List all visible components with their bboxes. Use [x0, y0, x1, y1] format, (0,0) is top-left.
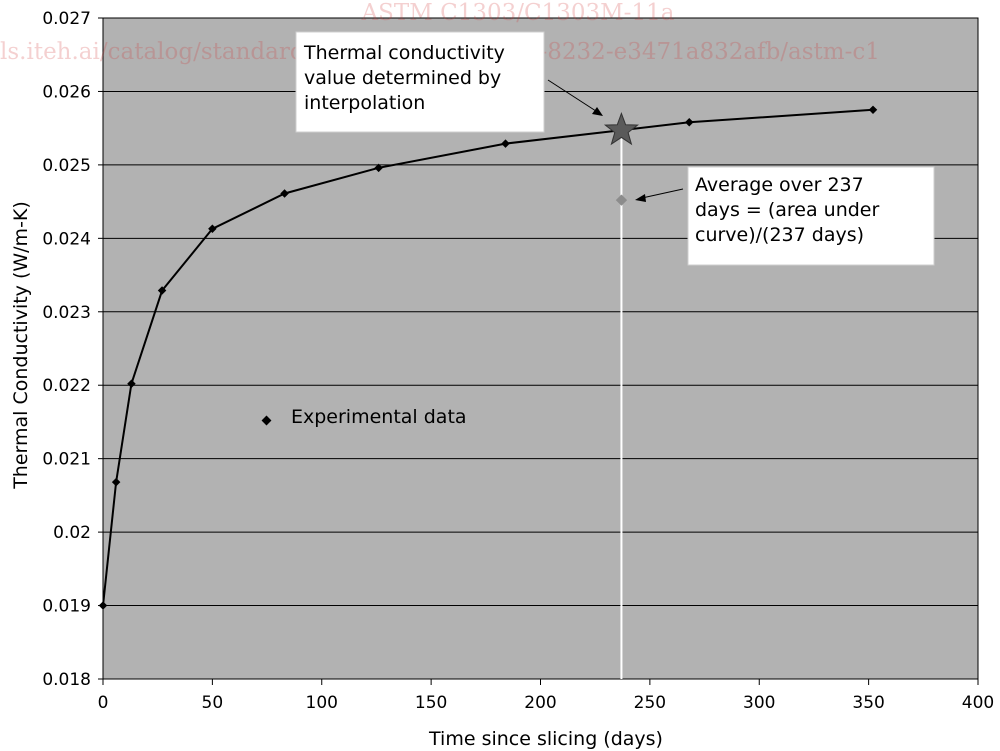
x-tick-label-5: 250	[634, 693, 666, 713]
data-point-5	[280, 189, 289, 198]
interp-arrow-head	[592, 107, 603, 116]
x-tick-label-2: 100	[306, 693, 338, 713]
y-tick-label-5: 0.023	[42, 303, 91, 323]
x-tick-label-6: 300	[743, 693, 775, 713]
data-point-6	[374, 163, 383, 173]
data-point-1	[111, 477, 121, 487]
data-point-4	[208, 224, 217, 234]
avg-annotation-line-2: days = (area under	[695, 199, 880, 221]
avg-arrow-head	[635, 194, 646, 202]
y-tick-label-8: 0.026	[42, 82, 91, 102]
data-point-2	[127, 379, 136, 388]
series-line	[102, 108, 874, 606]
x-axis-title: Time since slicing (days)	[428, 728, 663, 750]
y-axis-title: Thermal Conductivity (W/m-K)	[10, 201, 32, 490]
interp-annotation: Thermal conductivity value determined by…	[295, 31, 603, 133]
legend: Experimental data	[261, 406, 467, 428]
x-tick-label-1: 50	[202, 693, 224, 713]
avg-annotation: Average over 237 days = (area under curv…	[635, 166, 935, 266]
y-tick-label-4: 0.022	[42, 376, 91, 396]
x-tick-label-7: 350	[852, 693, 884, 713]
interp-arrow-line	[547, 79, 600, 114]
average-point	[615, 194, 628, 206]
x-tick-label-8: 400	[962, 693, 994, 713]
y-tick-label-9: 0.027	[42, 9, 91, 29]
legend-marker	[261, 415, 272, 426]
interp-annotation-line-2: value determined by	[304, 67, 501, 89]
x-tick-label-0: 0	[98, 693, 109, 713]
avg-annotation-line-3: curve)/(237 days)	[695, 224, 864, 246]
avg-annotation-box	[687, 166, 935, 266]
y-tick-label-0: 0.018	[42, 670, 91, 690]
x-tick-labels: 0 50 100 150 200 250 300 350 400	[98, 679, 994, 713]
data-point-7	[501, 139, 510, 148]
avg-annotation-line-1: Average over 237	[695, 174, 864, 196]
y-tick-label-7: 0.025	[42, 156, 91, 176]
y-tick-labels: 0.018 0.019 0.02 0.021 0.022 0.023 0.024 0.025 0…	[42, 9, 103, 690]
avg-arrow-line	[641, 188, 684, 199]
watermark-line-1: ASTM C1303/C1303M-11a	[361, 0, 675, 26]
legend-label: Experimental data	[291, 406, 467, 428]
data-point-3	[157, 286, 167, 295]
y-tick-label-3: 0.021	[42, 450, 91, 470]
interp-annotation-box	[295, 31, 545, 133]
y-tick-label-6: 0.024	[42, 229, 91, 249]
interpolated-point-star	[603, 111, 639, 146]
x-tick-label-3: 150	[415, 693, 447, 713]
interp-annotation-line-1: Thermal conductivity	[303, 42, 505, 64]
y-tick-label-2: 0.02	[53, 523, 91, 543]
interp-annotation-line-3: interpolation	[304, 92, 425, 114]
y-tick-label-1: 0.019	[42, 597, 91, 617]
x-tick-label-4: 200	[524, 693, 556, 713]
